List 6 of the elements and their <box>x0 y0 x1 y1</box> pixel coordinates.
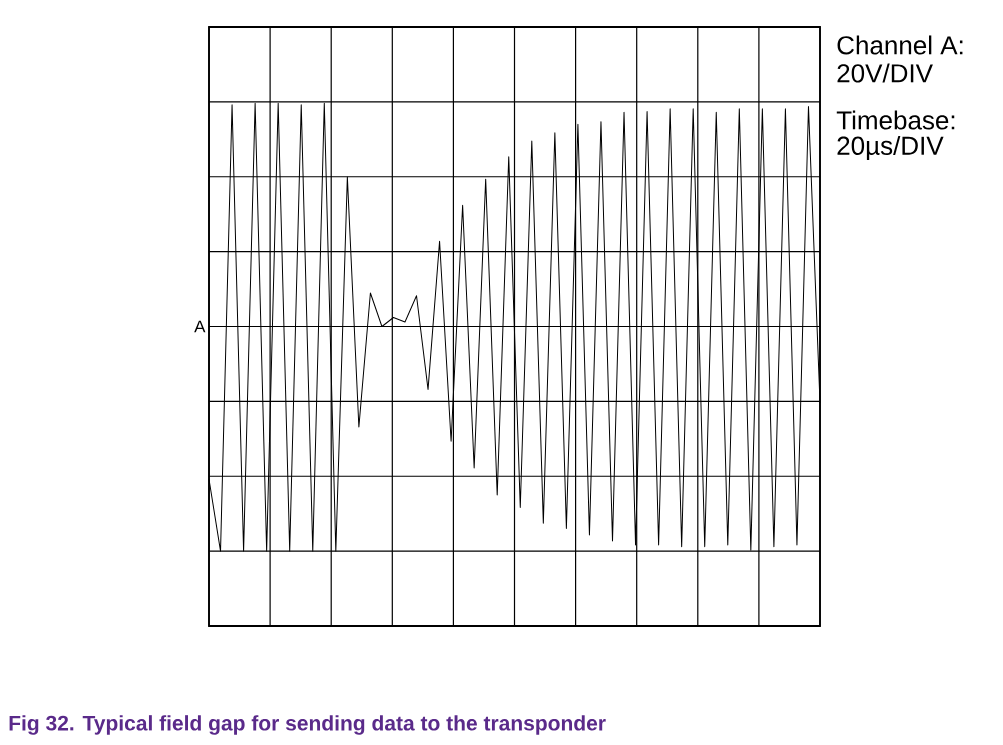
text: 20µs/DIV <box>837 135 944 161</box>
text: Fig 32. Typical field gap for sending data to the transponder <box>9 715 606 735</box>
text: Timebase: <box>836 110 955 130</box>
text: A <box>194 320 206 333</box>
text: Channel A: <box>837 35 963 55</box>
text: 20V/DIV <box>837 63 933 83</box>
